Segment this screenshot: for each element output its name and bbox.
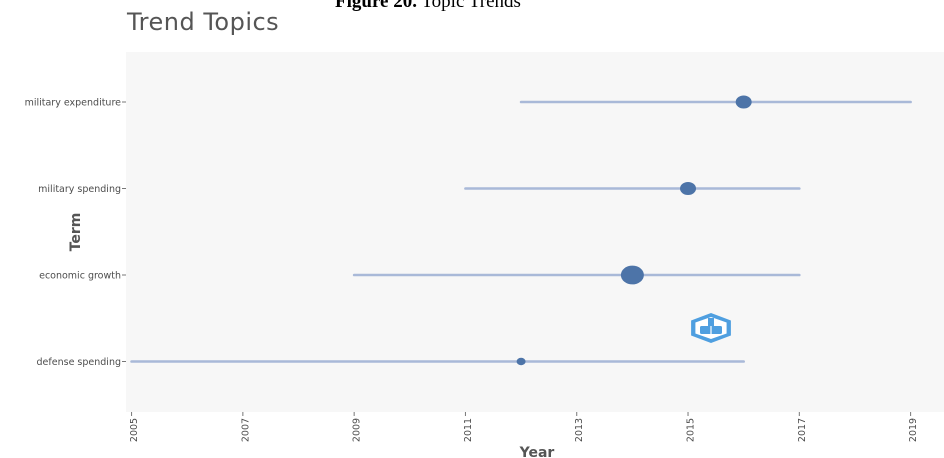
y-tick-label: defense spending bbox=[37, 357, 121, 368]
y-tick-label: economic growth bbox=[39, 271, 121, 282]
segments-layer bbox=[130, 100, 912, 363]
y-tick-label: military spending bbox=[38, 184, 121, 195]
logo-tower bbox=[708, 318, 714, 327]
figure-caption: Figure 20. Topic Trends bbox=[335, 0, 615, 13]
x-tick-label: 2005 bbox=[129, 418, 140, 442]
bibliometrix-logo-icon bbox=[691, 313, 731, 343]
trend-point bbox=[620, 265, 644, 285]
x-tick-label: 2011 bbox=[463, 418, 474, 442]
plot-panel bbox=[126, 52, 944, 412]
x-tick-label: 2007 bbox=[240, 418, 251, 442]
y-axis: military expenditure military spending eco… bbox=[25, 98, 126, 368]
points-layer bbox=[516, 95, 752, 366]
trend-point bbox=[735, 95, 752, 109]
x-tick-label: 2009 bbox=[352, 418, 363, 442]
trend-point bbox=[680, 181, 697, 196]
y-axis-title: Term bbox=[68, 213, 84, 252]
figure-caption-label: Figure 20. bbox=[335, 0, 417, 12]
x-tick-label: 2013 bbox=[574, 418, 585, 442]
x-tick-label: 2017 bbox=[797, 418, 808, 442]
chart-title: Trend Topics bbox=[127, 8, 280, 36]
x-tick-label: 2015 bbox=[686, 418, 697, 442]
x-axis-title: Year bbox=[519, 445, 555, 458]
x-axis: 2005 2007 2009 2011 2013 2015 2017 2019 bbox=[129, 412, 919, 442]
y-tick-label: military expenditure bbox=[25, 98, 122, 109]
figure-caption-text: Topic Trends bbox=[421, 0, 521, 12]
x-tick-label: 2019 bbox=[908, 418, 919, 442]
trend-point bbox=[516, 357, 526, 366]
